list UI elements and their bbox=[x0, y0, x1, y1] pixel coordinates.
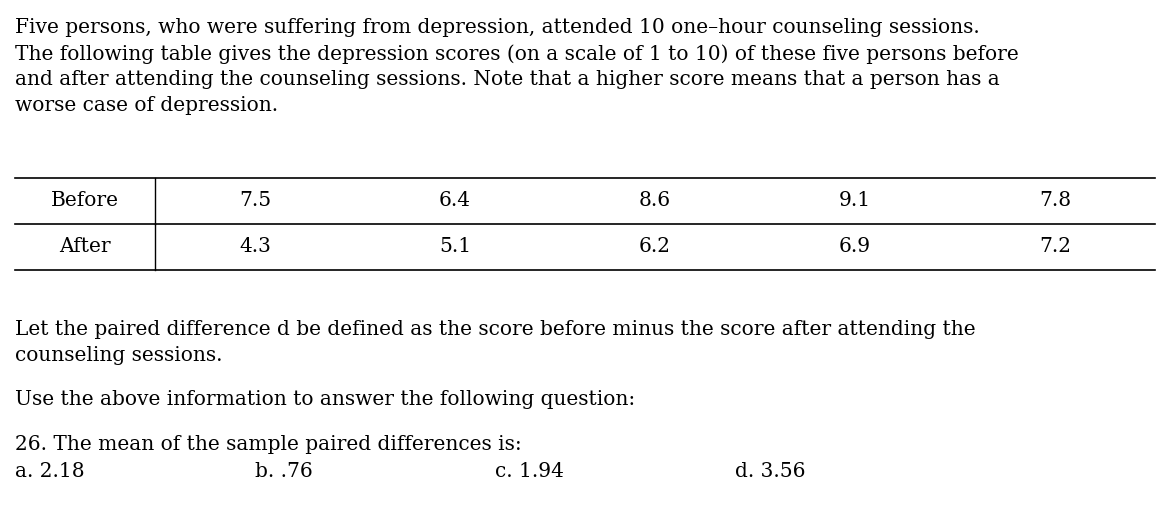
Text: a. 2.18: a. 2.18 bbox=[15, 462, 85, 481]
Text: 7.2: 7.2 bbox=[1040, 238, 1071, 256]
Text: 6.4: 6.4 bbox=[439, 192, 472, 211]
Text: 5.1: 5.1 bbox=[439, 238, 472, 256]
Text: counseling sessions.: counseling sessions. bbox=[15, 346, 222, 365]
Text: 8.6: 8.6 bbox=[639, 192, 671, 211]
Text: 7.5: 7.5 bbox=[239, 192, 270, 211]
Text: Let the paired difference d be defined as the score before minus the score after: Let the paired difference d be defined a… bbox=[15, 320, 976, 339]
Text: 9.1: 9.1 bbox=[838, 192, 871, 211]
Text: Use the above information to answer the following question:: Use the above information to answer the … bbox=[15, 390, 635, 409]
Text: 6.2: 6.2 bbox=[639, 238, 671, 256]
Text: 4.3: 4.3 bbox=[239, 238, 270, 256]
Text: After: After bbox=[59, 238, 111, 256]
Text: The following table gives the depression scores (on a scale of 1 to 10) of these: The following table gives the depression… bbox=[15, 44, 1018, 64]
Text: worse case of depression.: worse case of depression. bbox=[15, 96, 279, 115]
Text: Five persons, who were suffering from depression, attended 10 one–hour counselin: Five persons, who were suffering from de… bbox=[15, 18, 980, 37]
Text: Before: Before bbox=[51, 192, 119, 211]
Text: 6.9: 6.9 bbox=[838, 238, 871, 256]
Text: b. .76: b. .76 bbox=[255, 462, 313, 481]
Text: and after attending the counseling sessions. Note that a higher score means that: and after attending the counseling sessi… bbox=[15, 70, 1000, 89]
Text: 26. The mean of the sample paired differences is:: 26. The mean of the sample paired differ… bbox=[15, 435, 522, 454]
Text: 7.8: 7.8 bbox=[1038, 192, 1071, 211]
Text: d. 3.56: d. 3.56 bbox=[735, 462, 806, 481]
Text: c. 1.94: c. 1.94 bbox=[495, 462, 563, 481]
